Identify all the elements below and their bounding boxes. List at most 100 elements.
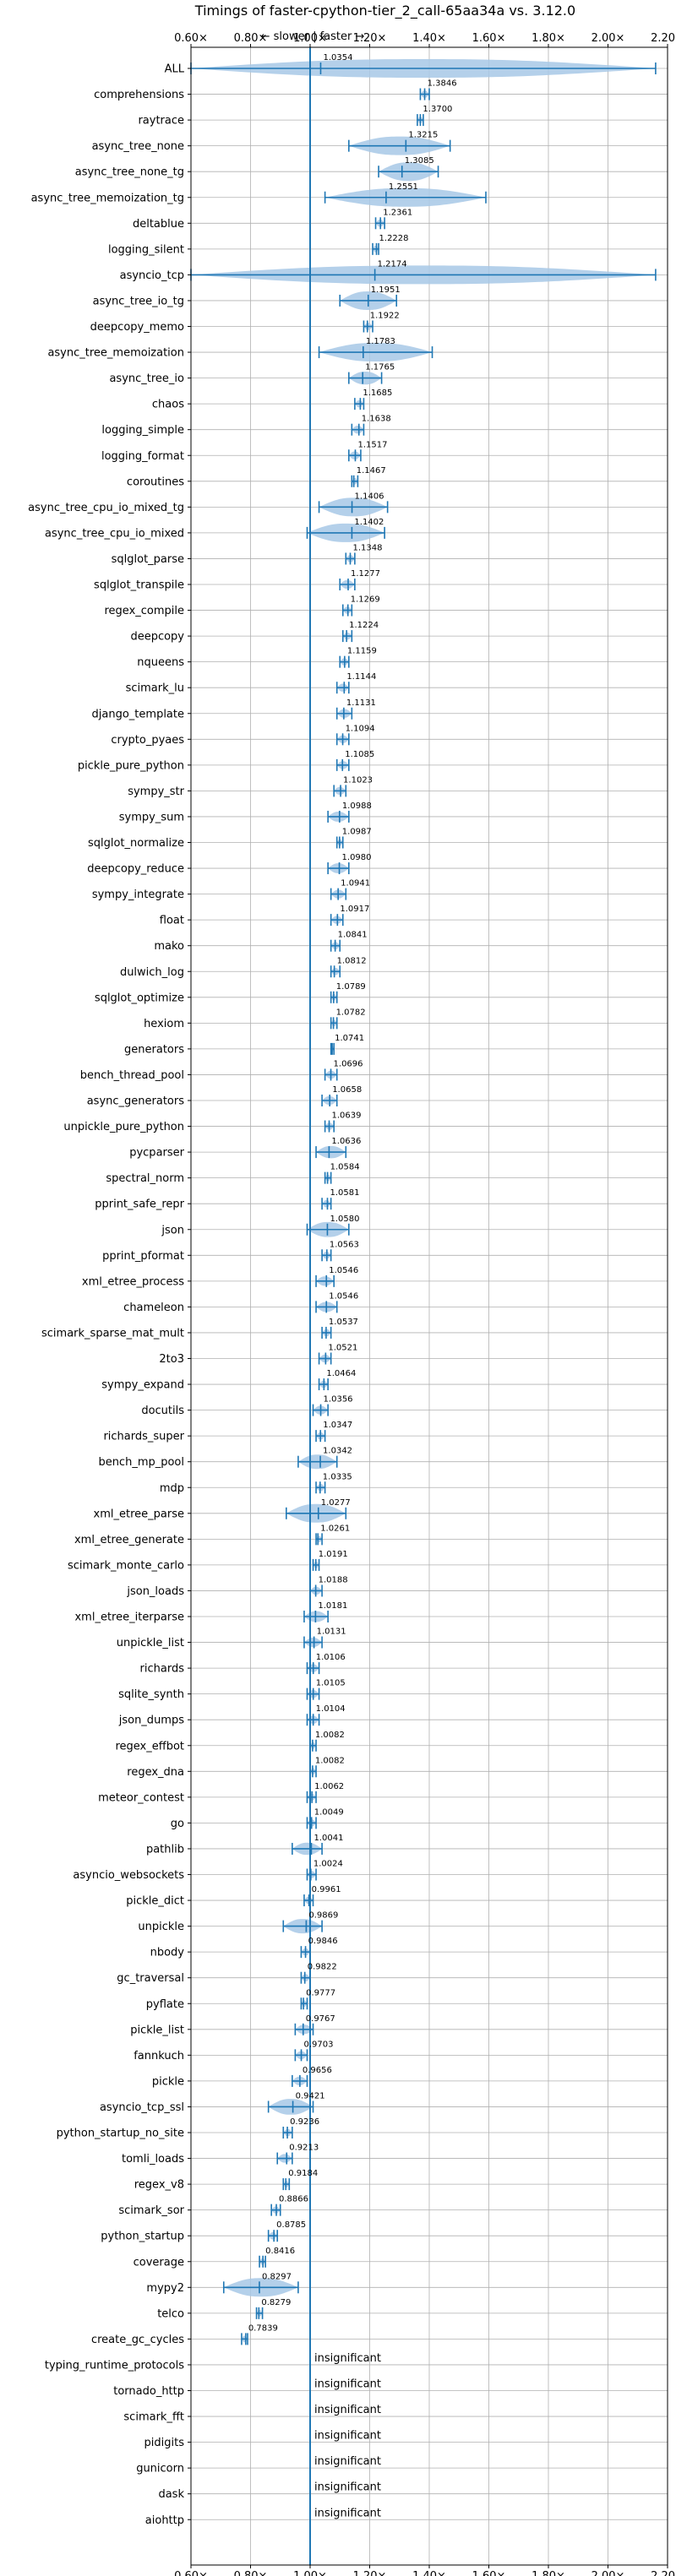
- category-label: async_tree_memoization_tg: [31, 192, 184, 204]
- x-tick-label-bottom: 2.20×: [651, 2570, 676, 2576]
- value-label: 1.1406: [355, 492, 384, 501]
- value-label: 1.0639: [332, 1111, 362, 1121]
- value-label: 0.9869: [308, 1911, 338, 1921]
- category-label: comprehensions: [94, 89, 184, 101]
- category-label: dulwich_log: [120, 966, 184, 979]
- category-label: richards_super: [103, 1431, 184, 1443]
- value-label: 1.1269: [351, 595, 380, 605]
- category-label: async_tree_memoization: [47, 347, 184, 360]
- value-label: 1.0546: [329, 1291, 358, 1301]
- category-label: scimark_lu: [126, 682, 184, 695]
- value-label: 1.1131: [346, 698, 376, 708]
- x-tick-label-top: 1.00×: [293, 32, 327, 45]
- value-label: 1.0987: [342, 828, 372, 837]
- value-label: 1.3846: [428, 79, 457, 89]
- category-label: aiohttp: [145, 2514, 184, 2527]
- category-label: tomli_loads: [122, 2153, 184, 2166]
- category-label: richards: [140, 1663, 185, 1676]
- insignificant-label: insignificant: [314, 2378, 381, 2391]
- value-label: 1.1224: [349, 621, 379, 630]
- category-label: pprint_pformat: [102, 1250, 184, 1263]
- value-label: 1.2361: [383, 208, 412, 217]
- category-label: generators: [124, 1043, 184, 1056]
- category-label: nqueens: [137, 656, 184, 669]
- value-label: 1.1783: [366, 337, 395, 346]
- category-label: dask: [158, 2488, 184, 2501]
- category-label: async_tree_cpu_io_mixed_tg: [28, 502, 184, 514]
- x-tick-label-top: 2.00×: [592, 32, 625, 45]
- insignificant-label: insignificant: [314, 2455, 381, 2468]
- value-label: 0.9777: [306, 1988, 335, 1997]
- category-label: pickle_dict: [126, 1895, 184, 1908]
- category-label: xml_etree_iterparse: [74, 1611, 184, 1624]
- value-label: 1.1638: [362, 415, 391, 424]
- value-label: 0.9421: [296, 2091, 325, 2100]
- category-label: xml_etree_parse: [94, 1508, 184, 1520]
- category-label: hexiom: [144, 1018, 184, 1030]
- category-label: logging_simple: [101, 424, 184, 437]
- x-tick-label-top: 1.80×: [532, 32, 565, 45]
- value-label: 0.9656: [303, 2066, 332, 2075]
- category-label: coroutines: [127, 476, 184, 488]
- category-label: regex_v8: [134, 2179, 184, 2192]
- category-label: async_tree_none_tg: [75, 166, 184, 179]
- x-tick-label-top: 2.20×: [651, 32, 676, 45]
- value-label: 1.0104: [316, 1704, 346, 1714]
- category-label: scimark_sor: [118, 2204, 184, 2217]
- category-label: pickle: [152, 2075, 184, 2088]
- x-tick-label-top: 0.60×: [174, 32, 208, 45]
- value-label: 1.0580: [330, 1215, 359, 1224]
- value-label: 1.0581: [330, 1188, 359, 1198]
- category-label: json_dumps: [118, 1715, 184, 1727]
- category-label: deepcopy_reduce: [87, 863, 184, 876]
- category-label: sympy_sum: [119, 811, 184, 823]
- value-label: 1.0062: [314, 1782, 344, 1791]
- category-label: pidigits: [144, 2437, 185, 2449]
- x-tick-label-top: 1.40×: [412, 32, 446, 45]
- category-label: chaos: [152, 399, 184, 411]
- category-label: python_startup: [101, 2231, 184, 2243]
- category-label: telco: [157, 2307, 184, 2320]
- category-label: mdp: [160, 1482, 184, 1495]
- value-label: 0.8297: [262, 2272, 292, 2281]
- category-label: mypy2: [146, 2282, 184, 2295]
- value-label: 1.1159: [347, 647, 377, 656]
- value-label: 1.1951: [371, 285, 401, 295]
- value-label: 1.0082: [315, 1756, 345, 1765]
- value-label: 1.0106: [316, 1653, 346, 1662]
- value-label: 1.0041: [313, 1834, 343, 1843]
- value-label: 1.0335: [323, 1472, 352, 1481]
- category-label: logging_format: [101, 450, 184, 463]
- category-label: typing_runtime_protocols: [45, 2359, 184, 2372]
- value-label: 1.0261: [320, 1524, 350, 1533]
- value-label: 1.0181: [318, 1601, 347, 1611]
- x-tick-label-bottom: 0.80×: [234, 2570, 268, 2576]
- category-label: nbody: [150, 1947, 185, 1959]
- category-label: ALL: [165, 63, 185, 76]
- value-label: 1.0188: [319, 1575, 348, 1584]
- value-label: 1.0105: [316, 1679, 346, 1688]
- category-label: raytrace: [138, 115, 184, 128]
- value-label: 0.9703: [304, 2040, 334, 2049]
- value-label: 1.1922: [370, 312, 400, 321]
- category-label: tornado_http: [113, 2385, 184, 2398]
- category-label: sqlglot_optimize: [95, 992, 184, 1004]
- value-label: 1.1277: [351, 569, 380, 579]
- x-tick-label-bottom: 1.80×: [532, 2570, 565, 2576]
- value-label: 1.0131: [317, 1628, 346, 1637]
- value-label: 1.0980: [342, 853, 372, 862]
- category-label: pickle_list: [130, 2024, 184, 2036]
- value-label: 1.1402: [354, 518, 384, 527]
- category-label: docutils: [141, 1405, 184, 1417]
- category-label: scimark_fft: [123, 2411, 184, 2424]
- value-label: 1.0024: [313, 1860, 343, 1869]
- x-tick-label-bottom: 1.60×: [472, 2570, 506, 2576]
- value-label: 0.8866: [279, 2195, 308, 2204]
- value-label: 1.0917: [340, 905, 369, 914]
- category-label: sqlglot_transpile: [94, 579, 184, 592]
- category-label: asyncio_websockets: [73, 1869, 184, 1882]
- category-label: meteor_contest: [98, 1791, 184, 1804]
- category-label: async_tree_cpu_io_mixed: [45, 527, 184, 540]
- x-tick-label-top: 1.60×: [472, 32, 506, 45]
